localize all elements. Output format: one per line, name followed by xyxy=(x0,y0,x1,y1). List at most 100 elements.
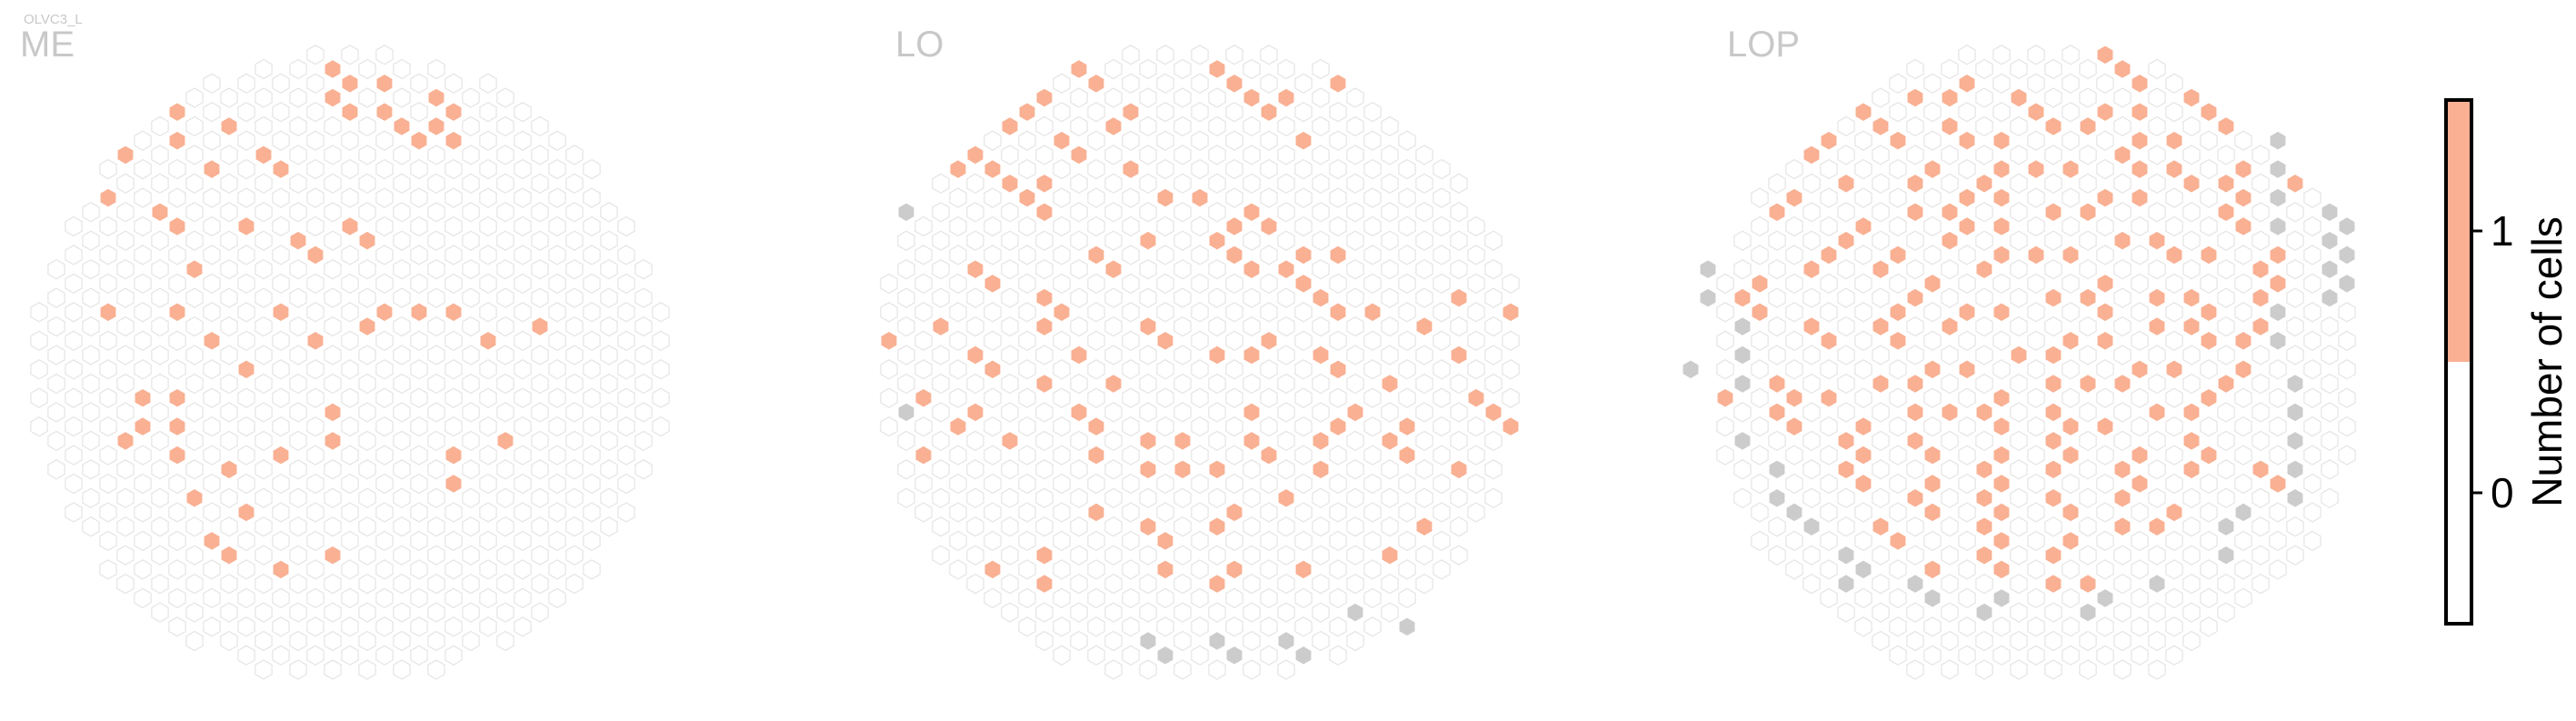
hex-cell-one xyxy=(203,330,221,352)
hex-cell-empty xyxy=(306,502,324,523)
hex-cell-empty xyxy=(1992,45,2011,65)
hex-cell-empty xyxy=(2252,430,2270,452)
hex-cell-empty xyxy=(479,473,497,495)
hex-cell-empty xyxy=(514,616,532,637)
hex-cell-empty xyxy=(375,616,394,637)
hex-cell-empty xyxy=(341,130,359,151)
hex-cell-one xyxy=(983,559,1002,580)
hex-cell-one xyxy=(2200,245,2218,265)
hex-cell-empty xyxy=(1104,659,1123,680)
hex-cell-outside xyxy=(1139,630,1157,652)
hex-cell-empty xyxy=(479,187,497,208)
hex-cell-empty xyxy=(2096,445,2114,466)
hex-cell-empty xyxy=(1277,459,1295,480)
hex-cell-empty xyxy=(30,416,48,437)
hex-cell-empty xyxy=(1070,487,1088,509)
hex-cell-empty xyxy=(341,645,359,666)
hex-cell-one xyxy=(168,130,186,151)
hex-cell-one xyxy=(324,430,342,452)
hex-cell-empty xyxy=(548,187,566,208)
hex-cell-empty xyxy=(1768,345,1786,366)
hex-cell-empty xyxy=(617,330,635,352)
hex-cell-empty xyxy=(1087,387,1105,408)
hex-cell-empty xyxy=(531,230,549,251)
hex-cell-one xyxy=(1992,158,2011,180)
hex-cell-one xyxy=(237,215,255,237)
hex-cell-empty xyxy=(1001,315,1019,337)
hex-cell-one xyxy=(1139,430,1157,452)
hex-cell-empty xyxy=(583,387,601,408)
hex-cell-one xyxy=(1208,573,1226,595)
hex-cell-empty xyxy=(1122,559,1140,580)
hex-cell-empty xyxy=(237,245,255,265)
hex-cell-empty xyxy=(2113,115,2132,137)
hex-cell-one xyxy=(2027,101,2045,123)
hex-cell-empty xyxy=(2131,645,2149,666)
hex-cell-empty xyxy=(1156,302,1174,323)
hex-cell-empty xyxy=(2096,473,2114,495)
hex-cell-one xyxy=(1941,115,1959,137)
hex-cell-empty xyxy=(1139,373,1157,395)
hex-cell-empty xyxy=(1243,659,1261,680)
hex-cell-empty xyxy=(514,158,532,180)
hex-cell-empty xyxy=(1768,287,1786,308)
hex-cell-empty xyxy=(1035,145,1053,165)
hex-cell-outside xyxy=(1682,359,1700,380)
hex-cell-empty xyxy=(444,273,463,295)
hex-cell-empty xyxy=(82,430,100,452)
hex-cell-one xyxy=(255,145,273,165)
hex-cell-empty xyxy=(410,530,428,552)
hex-cell-empty xyxy=(1053,502,1071,523)
colorbar-frame xyxy=(2444,98,2473,626)
hex-cell-one xyxy=(1087,73,1105,95)
hex-cell-empty xyxy=(1329,530,1347,552)
hex-cell-empty xyxy=(2165,473,2183,495)
hex-cell-empty xyxy=(1484,345,1503,366)
hex-cell-one xyxy=(272,445,290,466)
hex-cell-empty xyxy=(1070,173,1088,195)
hex-cell-empty xyxy=(306,445,324,466)
hex-cell-empty xyxy=(185,315,204,337)
hex-cell-empty xyxy=(1802,402,1821,423)
hex-cell-empty xyxy=(2269,359,2287,380)
hex-cell-empty xyxy=(324,345,342,366)
hex-cell-empty xyxy=(324,287,342,308)
hex-cell-empty xyxy=(306,73,324,95)
hex-cell-empty xyxy=(1381,230,1399,251)
hex-cell-empty xyxy=(1277,545,1295,566)
hex-cell-empty xyxy=(289,373,307,395)
hex-cell-empty xyxy=(2062,215,2080,237)
hex-cell-empty xyxy=(1104,573,1123,595)
hex-cell-empty xyxy=(2113,287,2132,308)
hex-cell-empty xyxy=(1785,302,1803,323)
hex-cell-empty xyxy=(2252,402,2270,423)
hex-cell-empty xyxy=(134,215,152,237)
hex-cell-empty xyxy=(1294,215,1313,237)
hex-cell-empty xyxy=(1208,258,1226,280)
hex-cell-empty xyxy=(1312,202,1330,223)
hex-cell-empty xyxy=(2113,315,2132,337)
hex-cell-empty xyxy=(1087,530,1105,552)
hex-cell-empty xyxy=(1872,487,1890,509)
hex-cell-empty xyxy=(2234,587,2252,609)
hex-cell-empty xyxy=(479,245,497,265)
hex-cell-empty xyxy=(2252,173,2270,195)
hex-cell-empty xyxy=(1156,273,1174,295)
hex-cell-empty xyxy=(341,530,359,552)
hex-cell-empty xyxy=(1346,630,1364,652)
hex-cell-empty xyxy=(116,230,135,251)
hex-cell-empty xyxy=(168,330,186,352)
hex-cell-empty xyxy=(1294,302,1313,323)
hex-cell-empty xyxy=(2217,345,2235,366)
hex-cell-empty xyxy=(2234,530,2252,552)
hex-cell-one xyxy=(237,502,255,523)
hex-cell-empty xyxy=(1191,530,1209,552)
hex-cell-empty xyxy=(496,87,514,108)
hex-cell-empty xyxy=(2027,215,2045,237)
hex-cell-empty xyxy=(583,158,601,180)
hex-cell-one xyxy=(2010,345,2028,366)
hex-cell-empty xyxy=(1820,473,1838,495)
hex-cell-empty xyxy=(220,287,238,308)
hex-cell-empty xyxy=(1070,459,1088,480)
